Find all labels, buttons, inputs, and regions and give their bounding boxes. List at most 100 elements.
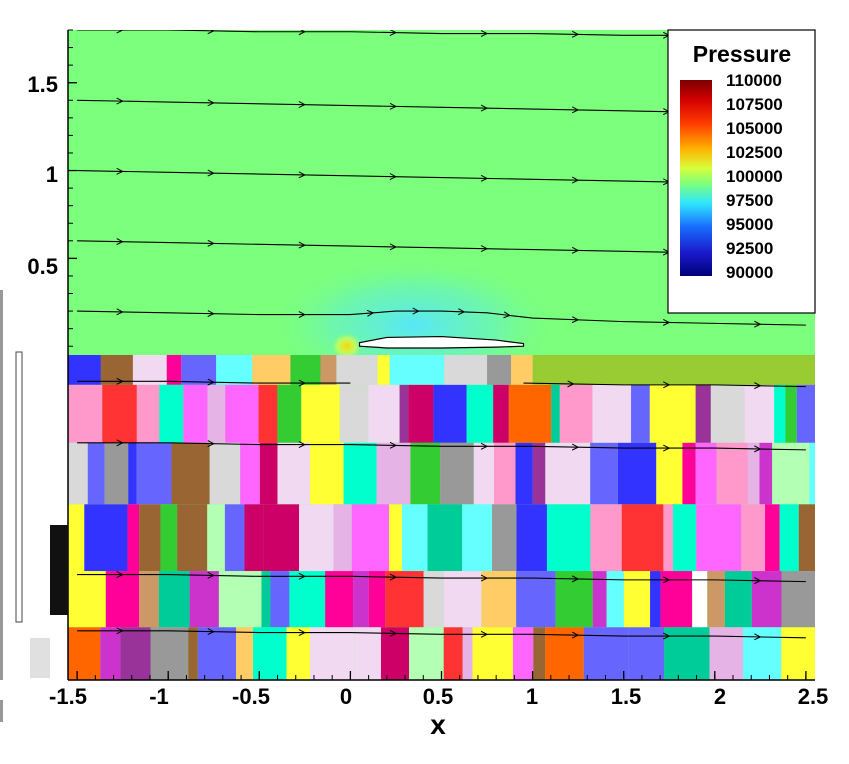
streamline: [77, 574, 806, 583]
streamline-arrow: [298, 629, 306, 637]
artifact-block: [551, 384, 560, 443]
streamline-arrow: [571, 443, 580, 451]
artifact-block: [798, 504, 815, 572]
streamline-arrow: [571, 575, 580, 583]
artifact-block: [741, 504, 766, 572]
artifact-block: [277, 442, 311, 505]
artifact-block: [368, 571, 386, 628]
artifact-block: [380, 627, 410, 680]
artifact-block: [592, 384, 632, 443]
streamline-arrow: [207, 440, 215, 448]
artifact-block: [289, 571, 326, 628]
artifact-block: [759, 442, 773, 505]
artifact-block: [68, 442, 88, 505]
artifact-block: [785, 384, 797, 443]
artifact-block: [663, 504, 674, 572]
streamline-arrow: [754, 445, 762, 453]
streamlines: [77, 30, 806, 641]
artifact-block: [462, 627, 473, 680]
artifact-block: [354, 627, 381, 680]
artifact-block: [68, 504, 85, 572]
artifact-block: [617, 442, 657, 505]
artifact-block: [710, 384, 745, 443]
streamline-arrow: [567, 380, 575, 388]
artifact-block: [696, 504, 742, 572]
streamline-arrow: [116, 97, 124, 105]
artifact-block: [664, 627, 710, 680]
artifact-block: [473, 442, 494, 505]
streamline-arrow: [207, 571, 215, 579]
artifact-block: [336, 355, 378, 385]
artifact-block: [809, 442, 815, 505]
streamline-arrow: [389, 243, 398, 251]
artifact-block: [244, 504, 264, 572]
artifact-block: [136, 384, 160, 443]
artifact-block: [747, 442, 760, 505]
x-tick-label-0.5: 0.5: [423, 684, 454, 709]
streamline-arrow: [207, 378, 215, 386]
x-tick-label-neg0.5: -0.5: [232, 684, 270, 709]
x-tick-label-1: 1: [526, 684, 538, 709]
artifact-block: [493, 384, 509, 443]
artifact-block: [649, 384, 696, 443]
artifact-block: [423, 571, 444, 628]
legend-label-92500: 92500: [726, 239, 773, 258]
artifact-block: [301, 384, 340, 443]
artifact-block: [516, 571, 556, 628]
artifact-block: [309, 627, 355, 680]
artifact-block: [127, 504, 140, 572]
artifact-block: [68, 384, 103, 443]
streamline-arrow: [298, 441, 306, 449]
artifact-block: [216, 355, 253, 385]
artifact-block: [139, 504, 161, 572]
streamline-arrow: [754, 320, 762, 328]
artifact-block: [621, 504, 664, 572]
streamline-arrow: [662, 318, 671, 326]
streamline-arrow: [663, 444, 671, 452]
streamline-arrow: [571, 246, 580, 254]
artifact-block: [545, 442, 591, 505]
artifact-block: [310, 442, 344, 505]
x-tick-label-neg1: -1: [149, 684, 169, 709]
streamline-arrow: [389, 102, 398, 110]
streamline-arrow: [571, 316, 580, 324]
artifact-block: [299, 504, 334, 572]
streamline-arrow: [480, 174, 489, 182]
artifact-block: [104, 442, 129, 505]
artifact-block: [333, 504, 352, 572]
artifact-block: [339, 384, 369, 443]
streamline-arrow: [389, 573, 398, 581]
artifact-block: [100, 627, 121, 680]
artifact-block: [159, 384, 184, 443]
artifact-block: [707, 571, 725, 628]
artifact-block: [487, 355, 512, 385]
streamline-arrow: [116, 308, 124, 316]
streamline-arrow: [298, 101, 306, 108]
artifact-block: [466, 384, 494, 443]
streamline-arrow: [754, 577, 762, 585]
artifact-block: [425, 355, 445, 385]
artifact-block: [462, 504, 493, 572]
artifact-block: [692, 571, 708, 628]
streamline-arrow: [412, 307, 420, 315]
streamline-arrow: [207, 310, 215, 318]
streamline-arrow: [116, 167, 124, 175]
streamline-arrow: [298, 241, 306, 249]
x-tick-label-0: 0: [340, 684, 352, 709]
streamline-arrow: [663, 381, 671, 389]
streamline-arrow: [207, 30, 215, 35]
artifact-block: [270, 571, 290, 628]
artifact-block: [100, 355, 133, 385]
streamline-arrow: [480, 630, 489, 638]
axis-ticks: [68, 29, 807, 680]
artifact-block: [765, 504, 780, 572]
artifact-block: [472, 627, 513, 680]
airfoil-body: [358, 335, 525, 349]
y-tick-label-1.5: 1.5: [27, 72, 58, 97]
artifact-block: [160, 504, 178, 572]
streamline-arrow: [754, 382, 762, 390]
streamline-arrow: [571, 106, 580, 114]
streamline-arrow: [389, 30, 398, 36]
legend-label-110000: 110000: [726, 71, 782, 90]
legend-label-100000: 100000: [726, 167, 783, 186]
